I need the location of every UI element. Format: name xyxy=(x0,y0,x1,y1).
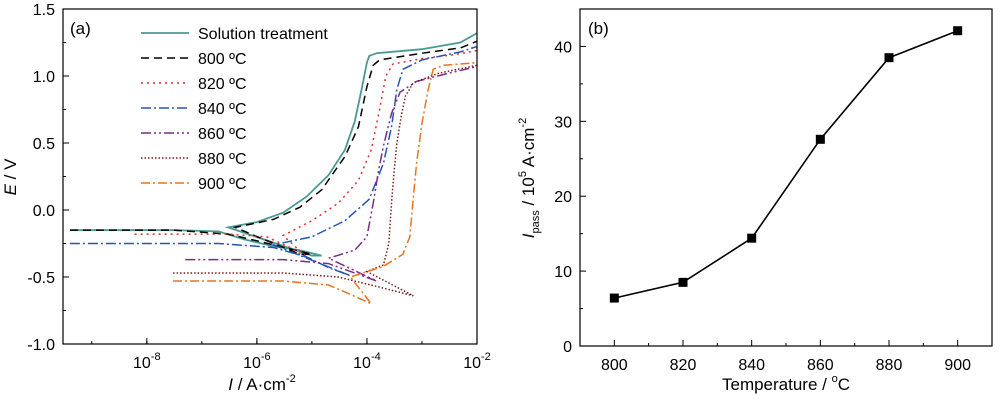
panel-a-y-tick-label-5: 1.5 xyxy=(33,2,55,19)
panel-a-y-tick-label-4: 1.0 xyxy=(33,69,55,86)
panel-a-series-line-1 xyxy=(69,40,477,255)
panel-b-x-tick-label-2: 840 xyxy=(738,357,765,374)
panel-a-series-group xyxy=(69,32,477,305)
panel-a-series-line-4 xyxy=(185,65,477,282)
panel-a-legend: Solution treatment 800 ºC 820 ºC 840 ºC 860 … xyxy=(141,26,328,193)
panel-a-label: (a) xyxy=(70,19,91,38)
panel-b-x-tick-label-1: 820 xyxy=(670,357,697,374)
panel-a-y-tick-label-0: -1.0 xyxy=(27,337,55,354)
panel-b-series-group xyxy=(609,26,963,303)
panel-b-y-tick-label-1: 10 xyxy=(554,264,572,281)
panel-a-series-line-2 xyxy=(134,49,477,261)
panel-a-x-tick-label-3: 10-2 xyxy=(463,351,491,372)
panel-a-x-axis-label: I / A·cm-2 xyxy=(228,373,295,394)
panel-a-legend-label-4: 860 ºC xyxy=(198,126,247,143)
panel-a-series-line-3 xyxy=(69,45,477,277)
panel-a-x-tick-label-2: 10-4 xyxy=(353,351,381,372)
panel-b-data-point-0 xyxy=(609,293,619,303)
panel-a-frame xyxy=(62,8,478,345)
panel-b-x-tick-label-5: 900 xyxy=(944,357,971,374)
panel-b-y-tick-label-0: 0 xyxy=(563,339,572,356)
panel-b-data-point-3 xyxy=(815,134,825,144)
panel-a-y-tick-label-3: 0.5 xyxy=(33,136,55,153)
panel-a-series-line-5 xyxy=(173,64,477,297)
panel-b-y-axis-label: Ipass / 105 A·cm-2 xyxy=(517,118,542,238)
panel-a-legend-label-2: 820 ºC xyxy=(198,76,247,93)
panel-a-legend-label-5: 880 ºC xyxy=(198,151,247,168)
panel-b-series-line xyxy=(614,29,958,299)
panel-b-x-tick-label-0: 800 xyxy=(601,357,628,374)
panel-a-polarization-chart: 10-8 10-6 10-4 10-2 -1.0 -0.5 0.0 0.5 1.0 1.5 (a)… xyxy=(1,2,491,394)
panel-b-ticks: 800 820 840 860 880 900 0 10 20 30 40 xyxy=(554,8,971,374)
panel-a-series-line-0 xyxy=(69,32,477,257)
panel-a-y-axis-label: E / V xyxy=(1,158,20,196)
panel-b-label: (b) xyxy=(588,19,609,38)
panel-a-y-tick-label-2: 0.0 xyxy=(33,203,55,220)
panel-b-data-point-4 xyxy=(884,53,894,63)
panel-b-data-point-1 xyxy=(678,277,688,287)
panel-a-x-tick-label-0: 10-8 xyxy=(133,351,161,372)
panel-a-series-line-6 xyxy=(173,61,477,305)
panel-a-ticks: 10-8 10-6 10-4 10-2 -1.0 -0.5 0.0 0.5 1.0 1.5 xyxy=(27,2,490,372)
panel-a-legend-label-6: 900 ºC xyxy=(198,176,247,193)
panel-a-legend-label-3: 840 ºC xyxy=(198,101,247,118)
panel-b-frame xyxy=(579,8,993,347)
panel-a-y-tick-label-1: -0.5 xyxy=(27,270,55,287)
panel-b-y-tick-label-4: 40 xyxy=(554,39,572,56)
panel-a-legend-label-0: Solution treatment xyxy=(198,26,328,43)
panel-b-data-point-2 xyxy=(747,233,757,243)
panel-b-y-tick-label-3: 30 xyxy=(554,114,572,131)
panel-b-x-axis-label: Temperature / oC xyxy=(722,373,850,394)
panel-b-x-tick-label-4: 880 xyxy=(876,357,903,374)
panel-a-x-tick-label-1: 10-6 xyxy=(243,351,271,372)
panel-a-legend-label-1: 800 ºC xyxy=(198,51,247,68)
panel-b-data-point-5 xyxy=(953,26,963,36)
panel-b-y-tick-label-2: 20 xyxy=(554,189,572,206)
panel-b-x-tick-label-3: 860 xyxy=(807,357,834,374)
panel-b-passive-current-chart: 800 820 840 860 880 900 0 10 20 30 40 (b) Temperat… xyxy=(517,8,993,394)
